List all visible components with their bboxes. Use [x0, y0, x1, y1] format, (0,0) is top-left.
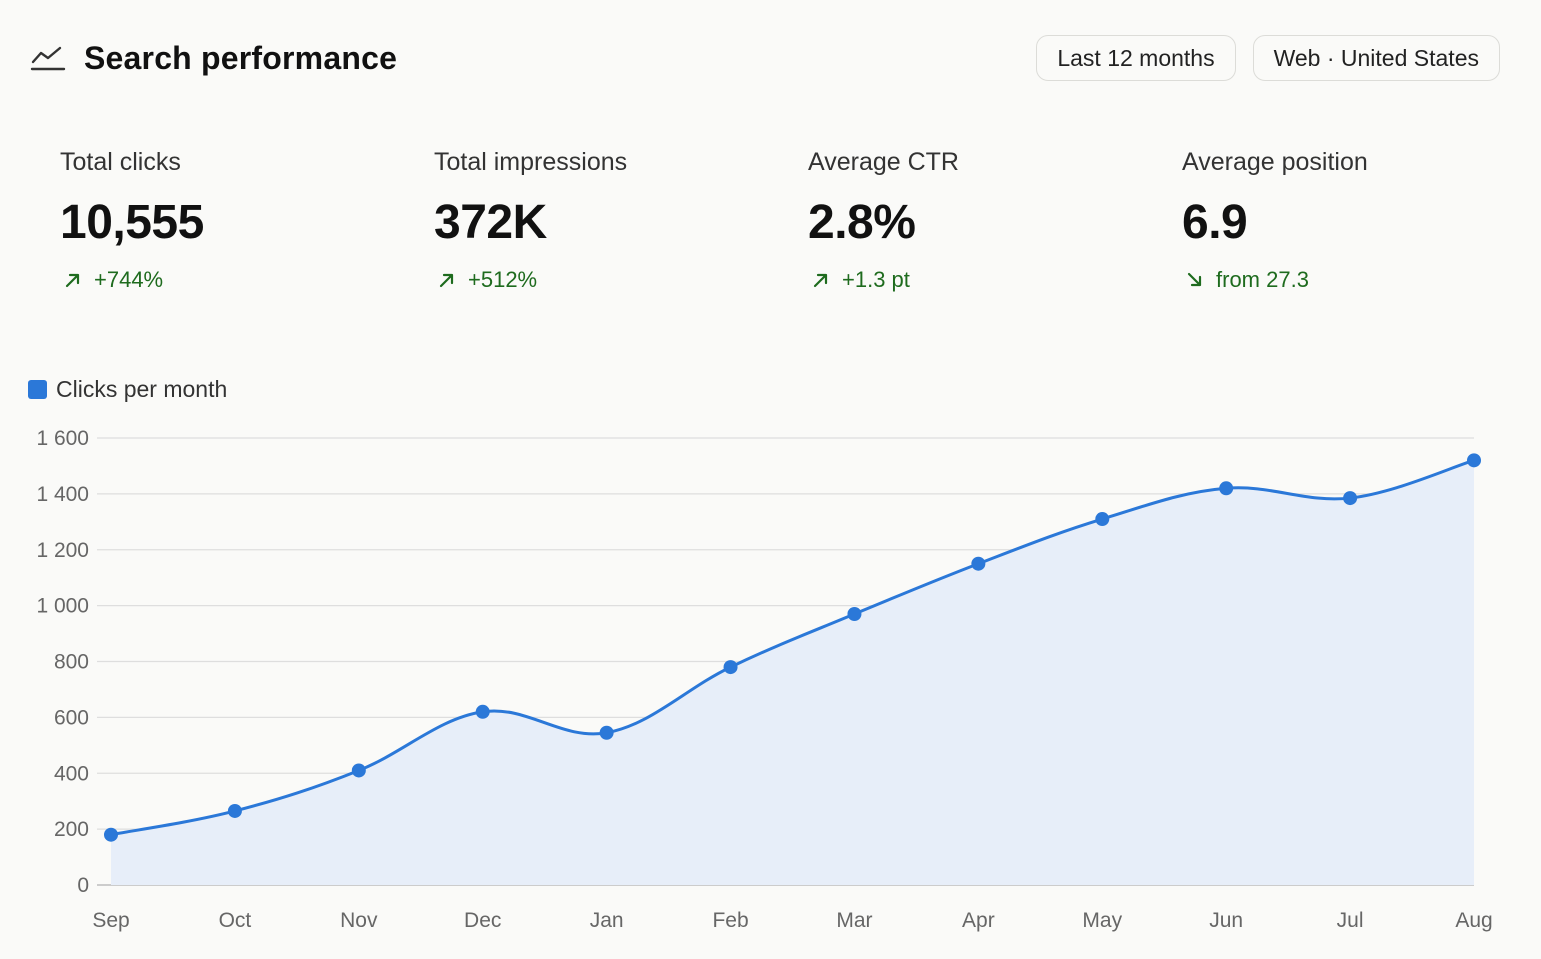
- stat-label: Total impressions: [434, 148, 628, 176]
- stat-average-ctr: Average CTR 2.8% +1.3 pt: [808, 145, 1168, 293]
- stat-label: Average position: [1182, 148, 1368, 176]
- arrow-up-right-icon: [439, 273, 454, 288]
- x-tick-label: May: [1082, 909, 1122, 932]
- chart-legend: Clicks per month: [28, 376, 227, 403]
- stat-value: 372K: [434, 196, 547, 249]
- y-tick-label: 1 400: [36, 483, 89, 506]
- y-tick-label: 1 200: [36, 539, 89, 562]
- data-point[interactable]: [227, 803, 242, 818]
- legend-swatch: [28, 380, 47, 399]
- x-tick-label: Oct: [219, 909, 252, 932]
- header: Search performance Last 12 months Web · …: [30, 30, 1500, 86]
- legend-label: Clicks per month: [56, 376, 228, 402]
- x-tick-label: Aug: [1455, 909, 1492, 932]
- arrow-up-right-icon: [813, 273, 828, 288]
- stat-delta: +512%: [434, 267, 794, 293]
- x-tick-label: Jul: [1337, 909, 1364, 932]
- stat-delta-text: +512%: [468, 267, 538, 292]
- data-point[interactable]: [847, 607, 862, 622]
- data-point[interactable]: [971, 556, 986, 571]
- stat-delta: from 27.3: [1182, 267, 1541, 293]
- series-line: [110, 458, 1475, 837]
- y-tick-label: 200: [54, 818, 89, 841]
- data-point[interactable]: [475, 704, 490, 719]
- stat-average-position: Average position 6.9 from 27.3: [1182, 145, 1541, 293]
- y-tick-label: 1 600: [36, 427, 89, 450]
- page-title: Search performance: [84, 39, 398, 76]
- data-point[interactable]: [104, 827, 118, 842]
- y-tick-label: 600: [54, 706, 89, 729]
- x-tick-label: Sep: [92, 909, 129, 932]
- y-axis: 0 200 400 600 800 1 000 1 200 1 400 1 600: [36, 427, 89, 897]
- data-point[interactable]: [1343, 491, 1358, 506]
- filter-button[interactable]: Web · United States: [1252, 35, 1500, 81]
- data-point[interactable]: [723, 660, 738, 675]
- data-points: [104, 453, 1481, 842]
- stat-label: Total clicks: [60, 148, 181, 176]
- trend-line-icon: [30, 46, 66, 71]
- x-tick-label: Dec: [464, 909, 501, 932]
- x-tick-label: Jun: [1209, 909, 1243, 932]
- stat-delta: +744%: [60, 267, 420, 293]
- area-fill: [111, 460, 1474, 885]
- stat-value: 2.8%: [808, 196, 916, 249]
- stat-delta-text: +744%: [94, 267, 164, 292]
- stat-delta: +1.3 pt: [808, 267, 1168, 293]
- arrow-down-right-icon: [1187, 272, 1202, 287]
- data-point[interactable]: [599, 725, 614, 740]
- x-tick-label: Nov: [340, 909, 378, 932]
- x-tick-label: Apr: [962, 909, 995, 932]
- y-tick-label: 0: [77, 874, 89, 897]
- data-point[interactable]: [351, 763, 366, 778]
- stat-label: Average CTR: [808, 148, 959, 176]
- date-range-button[interactable]: Last 12 months: [1036, 35, 1236, 81]
- y-tick-label: 400: [54, 762, 89, 785]
- stat-value: 10,555: [60, 196, 204, 249]
- stat-total-impressions: Total impressions 372K +512%: [434, 145, 794, 293]
- stat-delta-text: from 27.3: [1216, 267, 1309, 292]
- x-tick-label: Feb: [712, 909, 748, 932]
- x-axis: Sep Oct Nov Dec Jan Feb Mar Apr May Jun Jul Aug: [92, 909, 1492, 932]
- clicks-area-chart: 0 200 400 600 800 1 000 1 200 1 400 1 600 Sep Oct…: [36, 427, 1492, 932]
- y-tick-label: 1 000: [36, 595, 89, 618]
- stat-value: 6.9: [1182, 196, 1248, 249]
- stat-total-clicks: Total clicks 10,555 +744%: [60, 145, 420, 293]
- x-tick-label: Jan: [590, 909, 624, 932]
- x-tick-label: Mar: [836, 909, 872, 932]
- data-point[interactable]: [1219, 481, 1234, 496]
- data-point[interactable]: [1467, 453, 1481, 468]
- arrow-up-right-icon: [65, 273, 80, 288]
- stat-delta-text: +1.3 pt: [842, 267, 910, 292]
- stats-row: Total clicks 10,555 +744% Total impressi…: [60, 145, 1520, 305]
- data-point[interactable]: [1095, 512, 1110, 527]
- y-tick-label: 800: [54, 651, 89, 674]
